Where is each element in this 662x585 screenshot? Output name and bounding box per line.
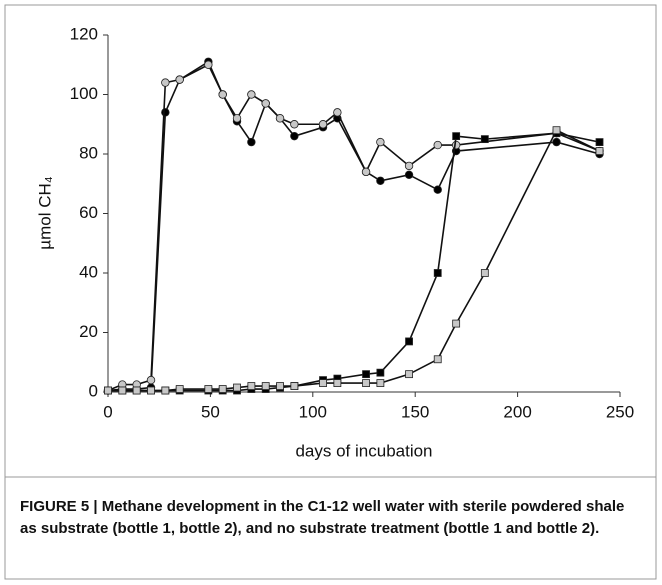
marker (232, 114, 242, 123)
x-tick-label: 0 (103, 402, 112, 421)
x-tick-label: 200 (503, 402, 531, 421)
marker (433, 355, 442, 364)
marker (333, 379, 342, 387)
marker (290, 382, 299, 390)
marker (595, 147, 604, 155)
marker (480, 135, 489, 144)
marker (276, 382, 284, 390)
marker (290, 131, 299, 141)
marker (261, 382, 270, 390)
marker (319, 379, 327, 387)
caption: FIGURE 5 | Methane development in the C1… (20, 498, 625, 537)
x-tick-label: 100 (299, 402, 327, 421)
marker (147, 386, 155, 395)
marker (132, 386, 141, 395)
marker (333, 108, 342, 117)
marker (161, 108, 170, 117)
marker (204, 385, 213, 393)
marker (275, 114, 285, 123)
marker (247, 90, 256, 99)
marker (175, 385, 184, 393)
marker (452, 132, 461, 141)
y-tick-label: 0 (89, 381, 98, 400)
series-line (108, 132, 600, 392)
marker (433, 185, 442, 194)
series-line (108, 129, 600, 392)
marker (404, 170, 414, 180)
y-tick-label: 40 (79, 262, 98, 281)
marker (376, 176, 385, 185)
marker (118, 386, 127, 395)
marker (361, 167, 371, 177)
marker (376, 379, 385, 387)
marker (247, 137, 256, 147)
marker (362, 370, 370, 379)
x-axis-label: days of incubation (295, 441, 432, 460)
marker (362, 379, 370, 387)
x-tick-label: 250 (606, 402, 634, 421)
marker (452, 319, 461, 328)
marker (318, 120, 328, 129)
y-tick-label: 80 (79, 143, 98, 162)
marker (405, 337, 413, 346)
marker (233, 383, 241, 392)
y-tick-label: 120 (70, 24, 98, 43)
marker (451, 140, 461, 150)
frame (4, 4, 657, 580)
marker (404, 161, 414, 171)
marker (161, 78, 170, 87)
y-tick-label: 60 (79, 203, 98, 222)
x-tick-label: 50 (201, 402, 220, 421)
marker (175, 75, 184, 84)
marker (552, 126, 561, 135)
x-tick-label: 150 (401, 402, 429, 421)
marker (376, 137, 385, 147)
marker (433, 140, 442, 150)
marker (376, 368, 385, 377)
marker (218, 90, 227, 99)
y-tick-label: 20 (79, 322, 98, 341)
marker (552, 137, 561, 147)
marker (146, 375, 156, 385)
marker (104, 386, 112, 395)
y-axis-label: µmol CH₄ (35, 176, 54, 249)
marker (218, 385, 227, 393)
marker (161, 386, 170, 395)
series-line (107, 60, 600, 392)
marker (480, 269, 489, 277)
marker (595, 138, 604, 147)
series-line (107, 63, 600, 392)
marker (433, 269, 442, 277)
marker (290, 120, 299, 129)
marker (204, 60, 213, 69)
marker (247, 382, 256, 390)
marker (261, 99, 270, 108)
marker (405, 370, 413, 379)
y-tick-label: 100 (70, 84, 98, 103)
